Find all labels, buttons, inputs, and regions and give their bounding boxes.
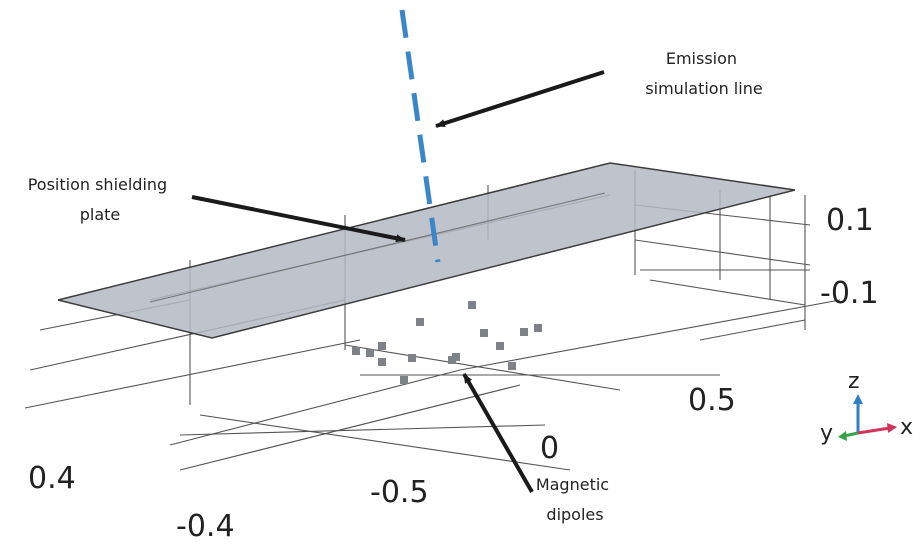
- x-tick-label: -0.5: [370, 475, 429, 510]
- emission-arrow: [435, 70, 605, 128]
- dipoles-label: Magnetic dipoles: [536, 475, 614, 524]
- orientation-triad: z y x: [820, 369, 913, 446]
- dipole-marker: [378, 358, 386, 366]
- triad-z-arrowhead: [853, 394, 863, 404]
- x-tick-label: 0.5: [688, 383, 736, 418]
- triad-y-label: y: [820, 421, 833, 446]
- plate-label: Position shielding plate: [28, 175, 173, 224]
- triad-x-label: x: [900, 415, 913, 440]
- triad-z-label: z: [848, 369, 860, 394]
- dipole-marker: [378, 342, 386, 350]
- dipole-marker: [352, 347, 360, 355]
- dipoles-arrow: [462, 373, 534, 493]
- x-tick-label: 0: [540, 431, 559, 466]
- plate-arrow: [191, 195, 406, 243]
- dipole-marker: [400, 376, 408, 384]
- dipole-marker: [408, 354, 416, 362]
- dipole-marker: [480, 329, 488, 337]
- dipole-group: [352, 301, 542, 384]
- dipole-marker: [468, 301, 476, 309]
- triad-x-axis: [857, 426, 891, 435]
- triad-y-arrowhead: [838, 431, 847, 441]
- dipole-marker: [508, 362, 516, 370]
- y-tick-label: 0.4: [28, 461, 76, 496]
- z-tick-label: -0.1: [820, 276, 879, 311]
- shielding-plate: [57, 162, 796, 339]
- dipole-marker: [448, 356, 456, 364]
- dipole-marker: [534, 324, 542, 332]
- emission-line: [399, 9, 441, 263]
- y-tick-label: -0.4: [176, 509, 235, 544]
- z-tick-label: 0.1: [826, 203, 874, 238]
- dipole-marker: [496, 342, 504, 350]
- triad-x-arrowhead: [887, 423, 897, 433]
- dipole-marker: [366, 349, 374, 357]
- emission-label: Emission simulation line: [645, 49, 762, 98]
- dipole-marker: [520, 328, 528, 336]
- dipole-marker: [416, 318, 424, 326]
